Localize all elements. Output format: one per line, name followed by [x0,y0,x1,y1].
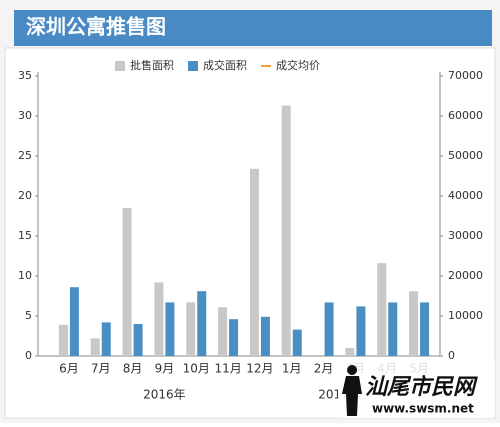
bar [218,307,228,356]
y-tick-label: 0 [25,349,32,362]
bar [388,302,398,356]
bar [260,316,270,356]
bar [420,302,430,356]
bar [229,319,239,356]
bar [197,291,207,356]
y2-tick-label: 50000 [448,149,483,162]
x-tick-label: 10月 [183,362,210,376]
y2-tick-label: 10000 [448,309,483,322]
bar [292,329,302,356]
legend-label: 成交面积 [203,58,247,72]
chart-title: 深圳公寓推售图 [26,15,166,39]
title-banner [14,10,492,46]
bar [165,302,175,356]
bar [154,282,164,356]
bar [90,338,100,356]
watermark-url: www.swsm.net [372,402,474,416]
x-tick-label: 7月 [91,362,111,376]
y-tick-label: 10 [18,269,32,282]
legend-label: 批售面积 [130,58,174,72]
bar [133,324,143,356]
bar [356,306,366,356]
y-tick-label: 20 [18,189,32,202]
y-tick-label: 30 [18,109,32,122]
x-tick-label: 11月 [214,362,241,376]
legend-swatch [115,61,125,71]
bar [281,105,291,356]
bar [345,348,355,356]
y2-tick-label: 30000 [448,229,483,242]
watermark-bg [338,360,495,418]
y-tick-label: 35 [18,69,32,82]
x-tick-label: 6月 [59,362,79,376]
y2-tick-label: 20000 [448,269,483,282]
bar [186,302,196,356]
legend-swatch [188,61,198,71]
bar [249,168,259,356]
legend-label: 成交均价 [276,58,320,72]
bar [122,208,132,356]
x-tick-label: 1月 [282,362,302,376]
watermark-text: 汕尾市民网 [365,374,478,400]
x-tick-label: 12月 [246,362,273,376]
y2-tick-label: 40000 [448,189,483,202]
y2-tick-label: 70000 [448,69,483,82]
bar [58,324,68,356]
x-tick-label: 8月 [123,362,143,376]
x-tick-label: 9月 [155,362,175,376]
y-tick-label: 5 [25,309,32,322]
bar [377,263,387,356]
bar [69,287,79,356]
watermark-figure [342,365,362,416]
bar [409,291,419,356]
bar [324,302,334,356]
y-tick-label: 25 [18,149,32,162]
y2-tick-label: 60000 [448,109,483,122]
bar [101,322,111,356]
y2-tick-label: 0 [448,349,455,362]
x-tick-label: 2月 [314,362,334,376]
year-label: 2016年 [143,388,186,402]
y-tick-label: 15 [18,229,32,242]
